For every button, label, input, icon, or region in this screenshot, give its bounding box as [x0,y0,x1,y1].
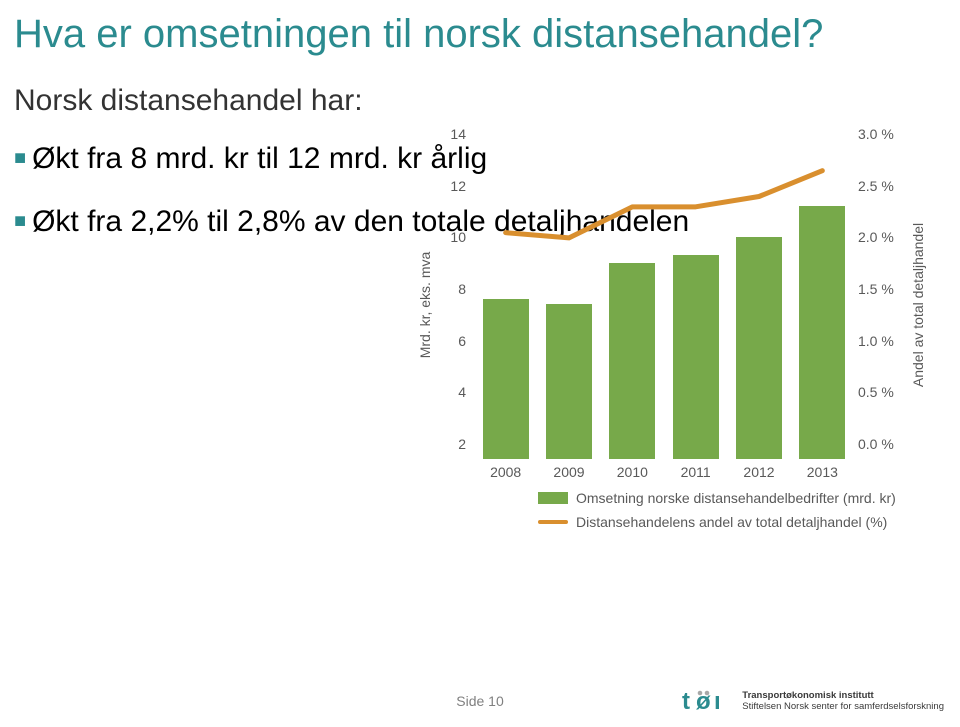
x-tick-label: 2013 [807,464,838,480]
legend-swatch-bar-icon [538,492,568,504]
legend-item-bars: Omsetning norske distansehandelbedrifter… [538,490,896,506]
bullet-marker-icon: ■ [14,140,26,178]
y-right-tick: 3.0 % [858,126,906,142]
slide-title: Hva er omsetningen til norsk distansehan… [0,0,960,58]
org-line1: Transportøkonomisk institutt [742,690,944,701]
legend-label: Distansehandelens andel av total detaljh… [576,514,887,530]
legend-swatch-line-icon [538,520,568,524]
x-tick-label: 2011 [681,464,711,480]
y-left-tick: 14 [418,126,472,142]
x-tick-label: 2009 [553,464,584,480]
y-right-tick: 0.5 % [858,384,906,400]
logo-mark-icon: t ø ı [682,687,734,715]
svg-text:ø: ø [696,688,711,715]
x-axis-labels: 2008 2009 2010 2011 2012 2013 [474,464,854,484]
y-left-tick: 4 [418,384,472,400]
y-right-tick: 2.0 % [858,229,906,245]
y-left-tick: 10 [418,229,472,245]
y-right-tick: 1.0 % [858,333,906,349]
y-axis-right-ticks: 0.0 %0.5 %1.0 %1.5 %2.0 %2.5 %3.0 % [858,150,906,460]
footer: Side 10 t ø ı Transportøkonomisk institu… [0,671,960,717]
org-logo: t ø ı Transportøkonomisk institutt Stift… [682,687,944,715]
y-axis-right-title: Andel av total detaljhandel [910,223,926,387]
y-left-tick: 8 [418,281,472,297]
y-left-tick: 2 [418,436,472,452]
plot-area [474,150,854,460]
y-right-tick: 2.5 % [858,178,906,194]
chart-legend: Omsetning norske distansehandelbedrifter… [538,490,896,538]
y-right-tick: 1.5 % [858,281,906,297]
svg-text:ı: ı [714,688,721,715]
bullet-marker-icon: ■ [14,203,26,241]
line-series [474,150,854,460]
x-tick-label: 2008 [490,464,521,480]
slide-subtitle: Norsk distansehandel har: [0,58,960,120]
legend-item-line: Distansehandelens andel av total detaljh… [538,514,896,530]
svg-text:t: t [682,688,690,715]
y-right-tick: 0.0 % [858,436,906,452]
page-number: Side 10 [456,693,503,709]
y-left-tick: 12 [418,178,472,194]
org-name: Transportøkonomisk institutt Stiftelsen … [742,690,944,713]
x-tick-label: 2010 [617,464,648,480]
y-left-tick: 6 [418,333,472,349]
x-tick-label: 2012 [743,464,774,480]
y-axis-left-ticks: 2468101214 [418,150,472,460]
legend-label: Omsetning norske distansehandelbedrifter… [576,490,896,506]
org-line2: Stiftelsen Norsk senter for samferdselsf… [742,701,944,712]
combo-chart: Mrd. kr, eks. mva Andel av total detaljh… [418,142,938,532]
